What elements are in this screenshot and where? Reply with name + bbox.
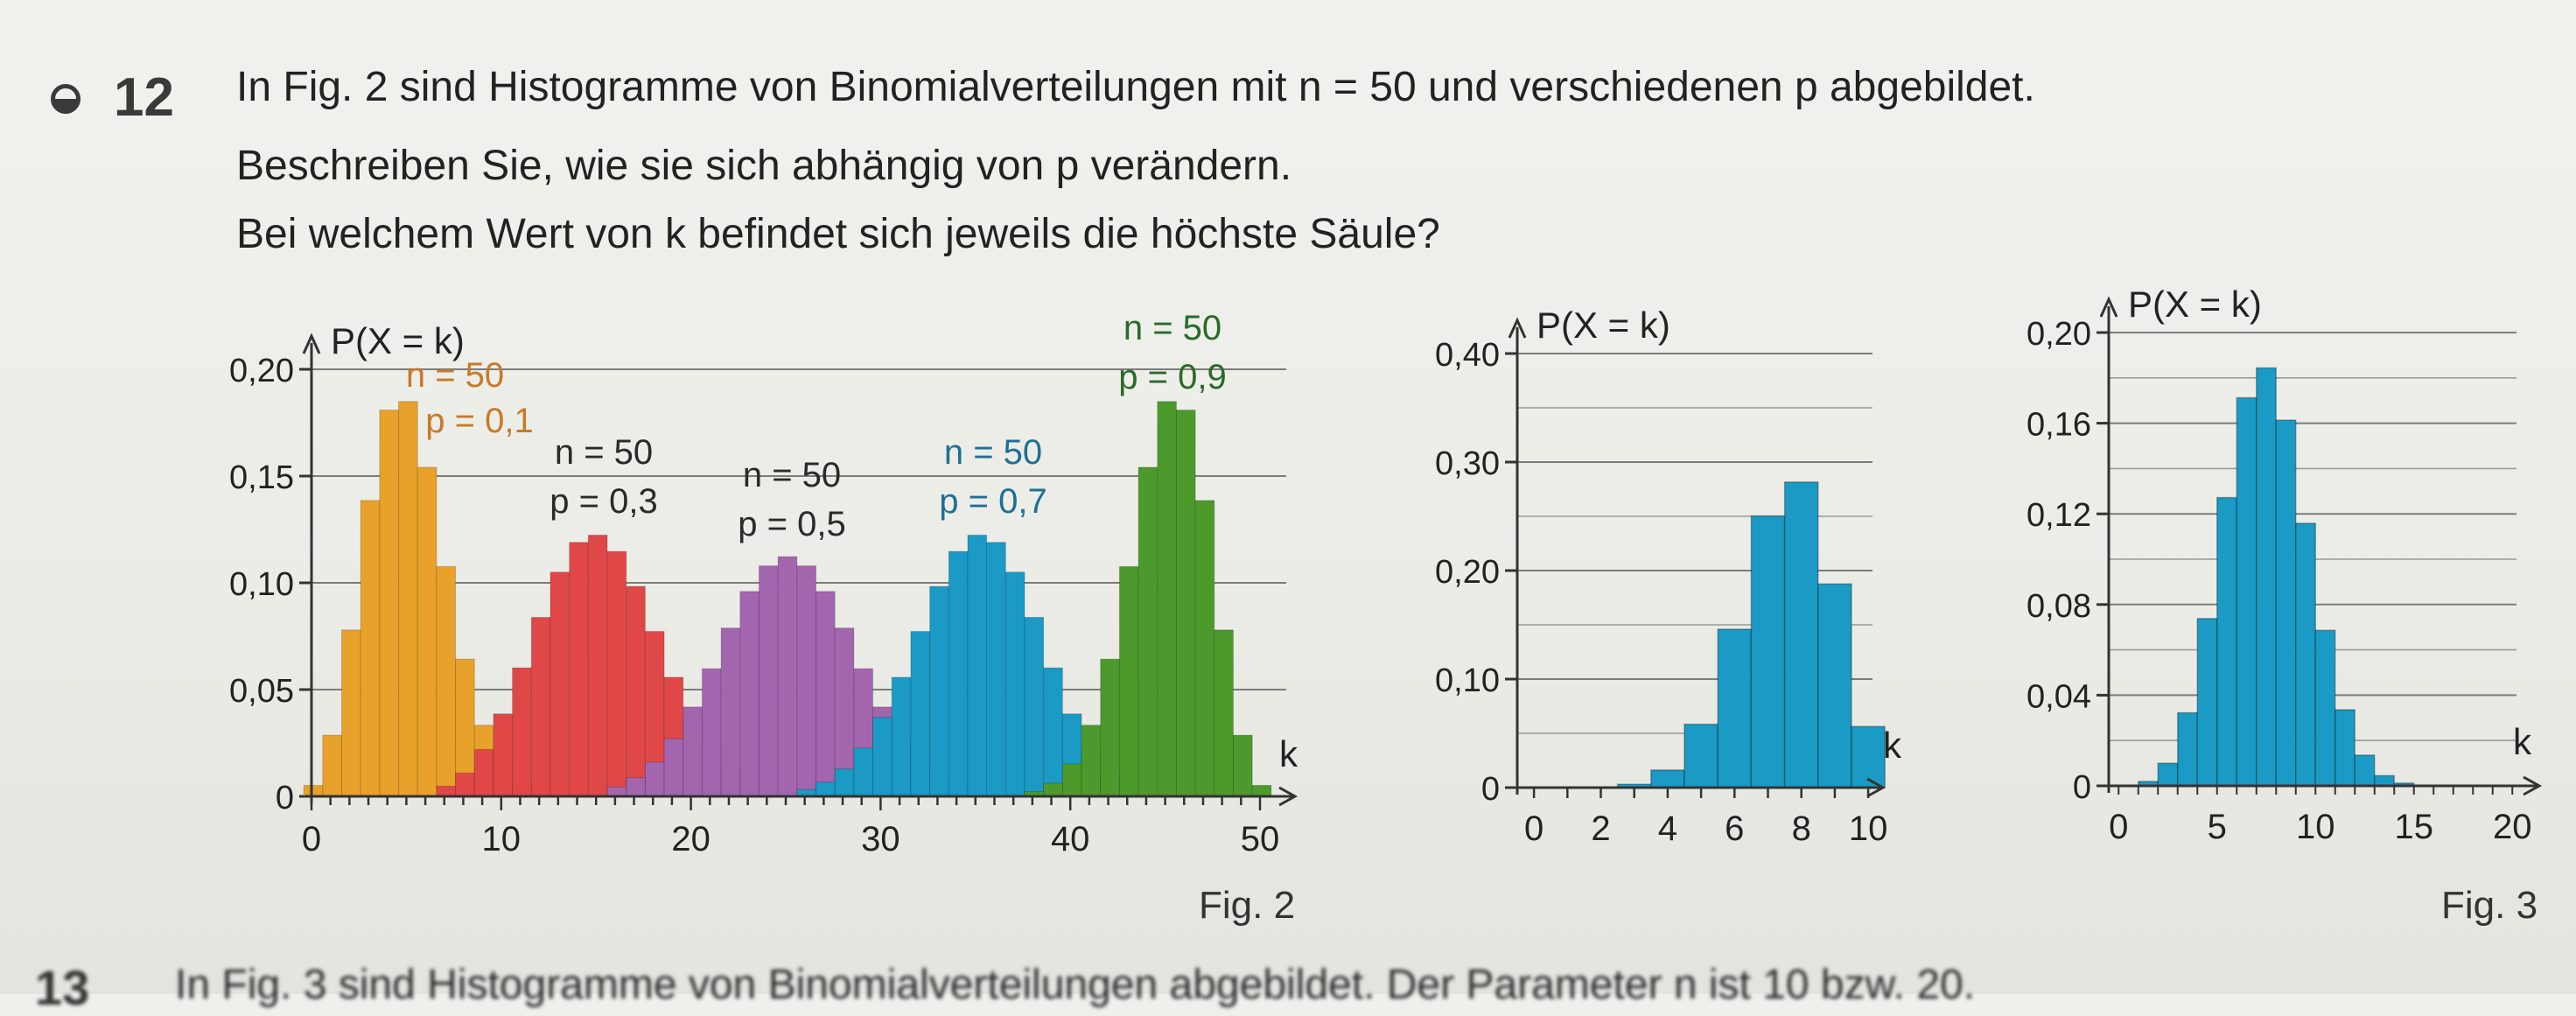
series-label-p: p = 0,3 [550,482,657,521]
x-tick-label: 50 [1241,820,1280,858]
histogram-bar [2374,774,2395,787]
task-line-2: Beschreiben Sie, wie sie sich abhängig v… [236,143,1292,189]
x-tick-label: 8 [1792,809,1811,848]
y-tick-label: 0,40 [1435,337,1500,374]
x-tick-label: 0 [2109,808,2128,846]
histogram-bar [2334,709,2356,787]
y-axis-label: P(X = k) [1536,305,1670,346]
x-tick-label: 0 [302,820,321,858]
x-axis-label: k [2513,721,2532,762]
x-tick-label: 0 [1524,809,1544,848]
histogram-bar [2216,496,2237,787]
task-line-1: In Fig. 2 sind Histogramme von Binomialv… [236,64,2035,110]
x-tick-label: 10 [2296,808,2335,846]
y-tick-label: 0 [1481,771,1500,808]
series-label-n: n = 50 [1124,309,1222,347]
next-exercise-number: 13 [35,960,90,1015]
y-tick-label: 0,04 [2026,678,2091,715]
x-tick-label: 10 [1849,809,1888,848]
x-axis-arrow-icon [2523,775,2543,796]
x-tick-label: 10 [482,820,522,858]
histogram-bar [2196,618,2218,787]
histogram-bar [2314,629,2336,787]
y-tick-label: 0,08 [2026,588,2091,625]
y-tick-label: 0,20 [2026,316,2091,353]
y-tick-label: 0,10 [229,566,294,603]
fig3-right-chart: 0 0,04 0,08 0,12 0,16 0,20 P(X = k) k 0 5 10 15 20 [2026,284,2543,846]
y-tick-label: 0,10 [1435,662,1500,699]
series-label-n: n = 50 [743,456,841,494]
series-label-n: n = 50 [555,433,653,472]
next-exercise-text: In Fig. 3 sind Histogramme von Binomialv… [175,962,1976,1008]
histogram-bar [1817,583,1852,788]
exercise-number: 12 [114,67,174,128]
histogram-bar [1684,723,1718,788]
series-label-p: p = 0,1 [425,402,533,440]
series-label-p: p = 0,7 [939,482,1046,521]
y-tick-label: 0 [2073,769,2091,806]
x-tick-label: 5 [2208,808,2227,846]
histogram-bar [1783,481,1819,788]
fig2-chart: 0 0,05 0,10 0,15 0,20 P(X = k) k 0 10 20 30 40 50 n =… [229,309,1298,858]
fig3-left-chart: 0 0,10 0,20 0,30 0,40 P(X = k) k 0 2 4 6 8 10 [1435,305,1902,848]
y-tick-label: 0,20 [1435,554,1500,591]
x-tick-label: 30 [861,820,900,858]
histogram-bar [2236,396,2258,787]
x-tick-label: 4 [1658,809,1677,848]
x-tick-label: 15 [2395,808,2434,846]
histogram-bar [1851,725,1886,788]
y-tick-label: 0,16 [2026,407,2091,444]
x-axis-arrow-icon [1278,786,1298,807]
histogram-bar [2295,522,2316,787]
fig3-caption: Fig. 3 [2441,884,2538,927]
x-tick-label: 6 [1725,809,1744,848]
x-tick-label: 2 [1591,809,1610,848]
y-axis-label: P(X = k) [2128,284,2262,325]
y-tick-label: 0 [276,780,294,816]
y-tick-label: 0,05 [229,673,294,710]
histogram-bar [2157,762,2179,787]
histogram-bar [2275,419,2297,787]
x-axis-label: k [1279,733,1298,774]
series-label-n: n = 50 [406,356,504,395]
histogram-bar [2256,367,2277,787]
y-tick-label: 0,12 [2026,497,2091,534]
histogram-bar [2354,754,2376,787]
y-tick-label: 0,30 [1435,445,1500,482]
fig2-caption: Fig. 2 [1199,884,1296,927]
y-tick-label: 0,15 [229,459,294,496]
y-axis-arrow-icon [2099,296,2118,318]
task-line-3: Bei welchem Wert von k befindet sich jew… [236,211,1440,257]
histogram-bar [2177,711,2198,787]
x-tick-label: 40 [1051,820,1090,858]
difficulty-icon [51,84,80,114]
series-label-n: n = 50 [944,433,1042,472]
x-axis-label: k [1883,725,1902,766]
y-axis-arrow-icon [1508,317,1527,339]
x-tick-label: 20 [2493,808,2532,846]
y-tick-label: 0,20 [229,353,294,389]
x-tick-label: 20 [671,820,710,858]
x-axis-arrow-icon [1866,777,1886,798]
series-label-p: p = 0,9 [1118,358,1226,396]
histogram-bar [1750,515,1786,788]
y-axis-arrow-icon [302,333,321,354]
series-label-p: p = 0,5 [738,505,845,543]
histogram-bar [1717,628,1753,788]
y-axis-label: P(X = k) [331,320,465,361]
